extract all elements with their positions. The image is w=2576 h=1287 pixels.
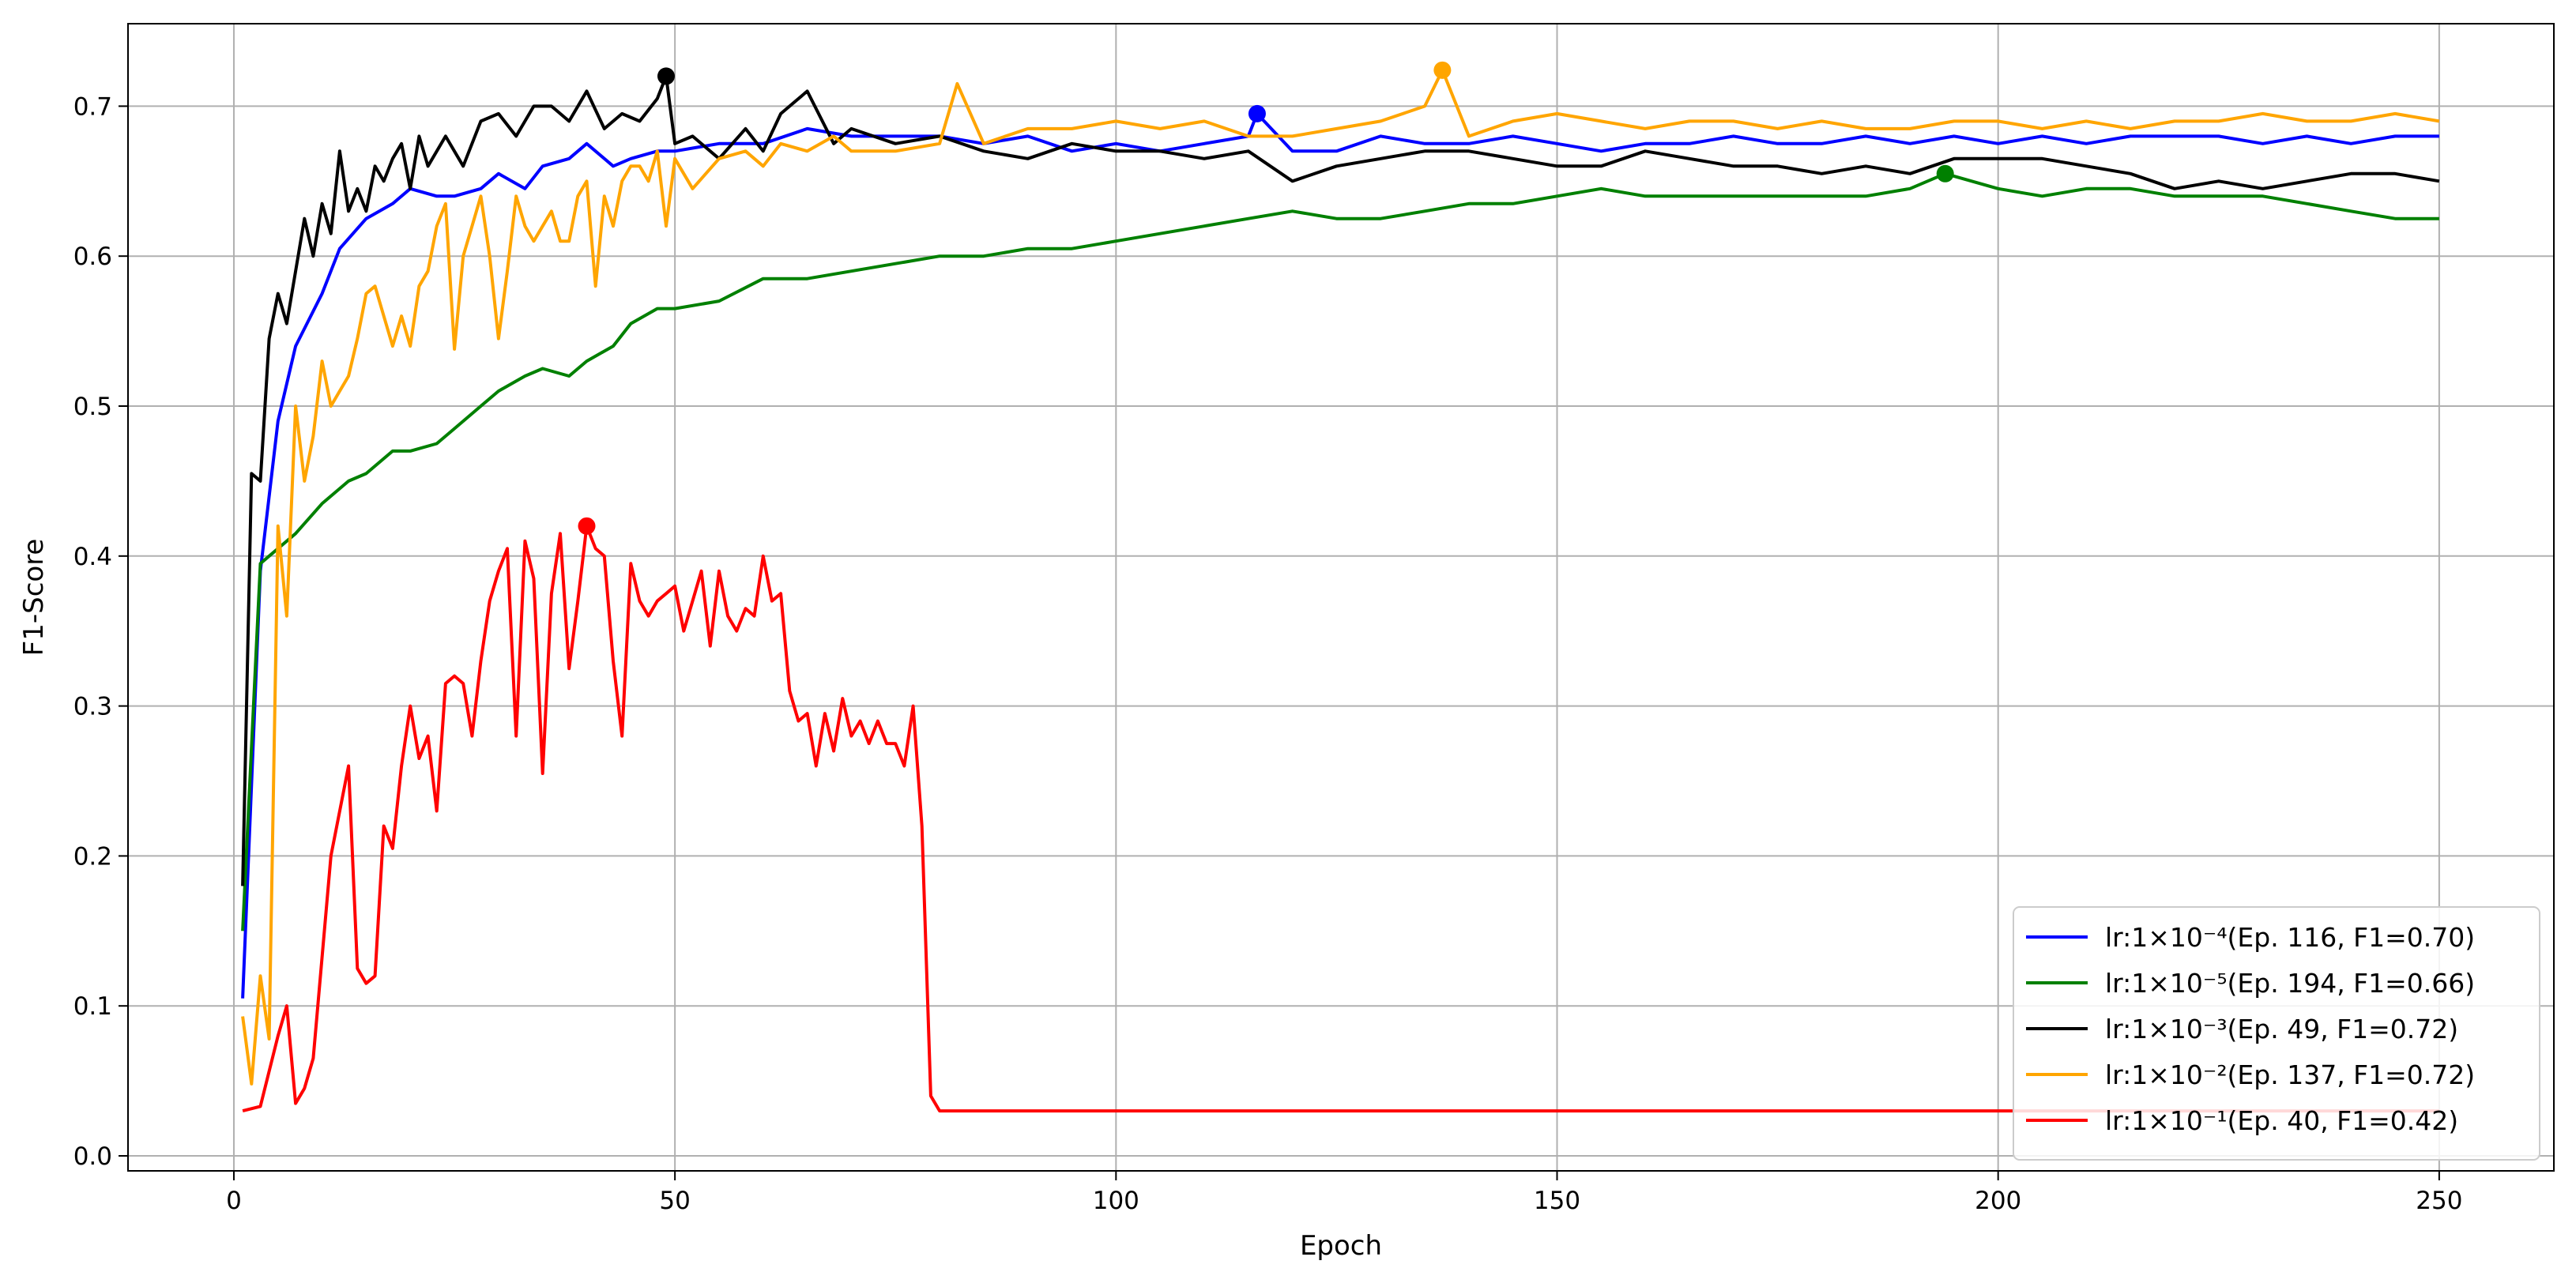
legend: lr:1×10⁻⁴(Ep. 116, F1=0.70) lr:1×10⁻⁵(Ep.… <box>2013 906 2540 1161</box>
legend-box <box>2013 906 2540 1161</box>
y-tick-label: 0.3 <box>73 693 112 721</box>
best-epoch-marker-1 <box>1248 104 1266 122</box>
best-epoch-marker-5 <box>578 517 596 535</box>
x-tick-label: 100 <box>1093 1187 1139 1215</box>
legend-label-4: lr:1×10⁻²(Ep. 137, F1=0.72) <box>2105 1059 2475 1090</box>
y-tick-label: 0.7 <box>73 92 112 121</box>
x-axis-ticks: 0 50 100 150 200 250 <box>226 1171 2462 1215</box>
y-tick-label: 0.6 <box>73 243 112 271</box>
y-tick-label: 0.0 <box>73 1142 112 1171</box>
y-tick-label: 0.2 <box>73 842 112 871</box>
y-tick-label: 0.1 <box>73 992 112 1021</box>
series-line-4 <box>241 68 2440 1086</box>
legend-label-5: lr:1×10⁻¹(Ep. 40, F1=0.42) <box>2105 1105 2458 1136</box>
legend-label-1: lr:1×10⁻⁴(Ep. 116, F1=0.70) <box>2105 922 2475 953</box>
best-epoch-marker-2 <box>1936 164 1954 183</box>
y-tick-label: 0.5 <box>73 393 112 421</box>
series-line-2 <box>241 171 2439 931</box>
y-axis-label: F1-Score <box>18 539 50 657</box>
x-tick-label: 250 <box>2416 1187 2462 1215</box>
best-epoch-marker-4 <box>1433 61 1452 79</box>
x-tick-label: 200 <box>1975 1187 2021 1215</box>
legend-label-2: lr:1×10⁻⁵(Ep. 194, F1=0.66) <box>2105 968 2475 999</box>
plot-frame <box>127 23 2555 1172</box>
best-markers <box>578 61 1954 535</box>
x-tick-label: 150 <box>1534 1187 1580 1215</box>
x-tick-label: 0 <box>226 1187 242 1215</box>
y-tick-label: 0.4 <box>73 543 112 571</box>
best-epoch-marker-3 <box>657 67 675 85</box>
series-line-5 <box>242 524 2439 1113</box>
series-line-1 <box>241 111 2439 999</box>
x-axis-label: Epoch <box>1300 1230 1382 1262</box>
y-axis-ticks: 0.0 0.1 0.2 0.3 0.4 0.5 0.6 0.7 <box>73 92 128 1171</box>
series-line-3 <box>241 74 2440 886</box>
series-lines <box>241 68 2440 1113</box>
legend-label-3: lr:1×10⁻³(Ep. 49, F1=0.72) <box>2105 1014 2458 1044</box>
x-tick-label: 50 <box>659 1187 690 1215</box>
